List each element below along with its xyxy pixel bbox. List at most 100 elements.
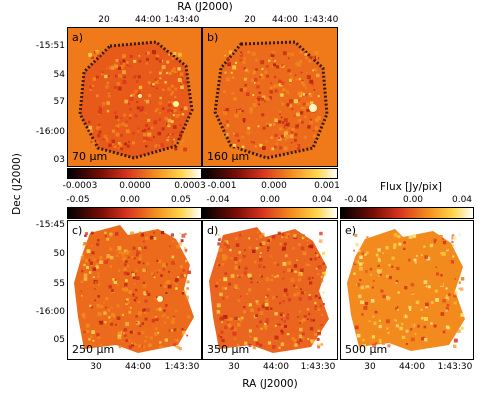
map-texture-pixel <box>179 137 182 140</box>
map-texture-pixel <box>171 320 175 324</box>
map-texture-pixel <box>118 143 123 148</box>
map-texture-pixel <box>186 334 189 337</box>
map-texture-pixel <box>122 258 125 262</box>
map-texture-pixel <box>178 113 181 116</box>
map-texture-pixel <box>97 133 101 138</box>
map-texture-pixel <box>458 233 461 236</box>
map-texture-pixel <box>124 263 127 267</box>
map-texture-pixel <box>320 324 323 326</box>
map-texture-pixel <box>410 252 413 255</box>
map-texture-pixel <box>162 262 166 267</box>
colorbar-c <box>67 207 202 219</box>
map-texture-pixel <box>160 231 165 235</box>
map-texture-pixel <box>366 312 369 316</box>
map-texture-pixel <box>282 270 286 273</box>
map-texture-pixel <box>427 325 431 329</box>
map-texture-pixel <box>279 323 281 326</box>
map-texture-pixel <box>284 138 287 142</box>
map-texture-pixel <box>179 72 184 77</box>
map-texture-pixel <box>425 285 428 288</box>
map-texture-pixel <box>167 133 171 136</box>
map-texture-pixel <box>266 74 269 78</box>
map-texture-pixel <box>278 83 283 87</box>
map-texture-pixel <box>285 235 289 239</box>
map-texture-pixel <box>173 343 177 347</box>
map-texture-pixel <box>169 245 171 248</box>
map-texture-pixel <box>223 110 228 115</box>
map-texture-pixel <box>216 310 221 314</box>
map-texture-pixel <box>320 313 324 316</box>
map-texture-pixel <box>106 81 110 85</box>
map-texture-pixel <box>154 315 158 319</box>
map-texture-pixel <box>421 336 425 341</box>
map-texture-pixel <box>460 313 465 317</box>
map-texture-pixel <box>255 58 258 62</box>
map-texture-pixel <box>275 295 278 298</box>
map-texture-pixel <box>272 345 276 349</box>
map-texture-pixel <box>302 318 306 322</box>
map-texture-pixel <box>221 286 225 290</box>
map-texture-pixel <box>459 287 464 291</box>
map-texture-pixel <box>135 253 140 257</box>
map-texture-pixel <box>278 346 281 349</box>
map-texture-pixel <box>287 261 292 266</box>
map-texture-pixel <box>271 147 275 151</box>
map-texture-pixel <box>223 124 226 126</box>
map-texture-pixel <box>322 291 325 294</box>
map-texture-pixel <box>299 94 302 97</box>
map-texture-pixel <box>255 145 257 148</box>
map-texture-pixel <box>240 51 243 54</box>
map-texture-pixel <box>375 253 379 257</box>
map-texture-pixel <box>177 71 180 74</box>
map-texture-pixel <box>90 305 94 309</box>
map-texture-pixel <box>399 261 403 265</box>
map-texture-pixel <box>141 331 145 335</box>
map-texture-pixel <box>309 327 314 331</box>
map-texture-pixel <box>304 53 307 56</box>
map-texture-pixel <box>158 341 162 344</box>
map-texture-pixel <box>354 266 358 270</box>
map-texture-pixel <box>230 274 235 279</box>
map-texture-pixel <box>82 244 85 247</box>
map-texture-pixel <box>253 260 257 264</box>
map-texture-pixel <box>302 251 307 256</box>
map-texture-pixel <box>294 133 298 137</box>
map-texture-pixel <box>159 96 162 100</box>
map-texture-pixel <box>378 319 381 322</box>
map-texture-pixel <box>420 308 423 311</box>
map-texture-pixel <box>366 287 369 291</box>
map-texture-pixel <box>89 85 93 90</box>
map-texture-pixel <box>106 140 109 143</box>
map-texture-pixel <box>163 284 167 288</box>
map-texture-pixel <box>153 231 155 234</box>
map-texture-pixel <box>125 250 129 255</box>
map-texture-pixel <box>178 347 182 351</box>
map-texture-pixel <box>259 235 263 239</box>
map-texture-pixel <box>123 113 127 117</box>
map-texture-pixel <box>237 265 241 269</box>
map-texture-pixel <box>96 51 100 55</box>
map-texture-pixel <box>174 287 178 290</box>
map-texture-pixel <box>256 325 259 328</box>
map-texture-pixel <box>95 75 99 79</box>
map-texture-pixel <box>102 102 106 106</box>
map-texture-pixel <box>287 298 292 302</box>
map-texture-pixel <box>125 339 129 342</box>
map-texture-pixel <box>296 292 300 296</box>
map-texture-pixel <box>314 305 317 308</box>
map-texture-pixel <box>312 101 315 104</box>
map-texture-pixel <box>129 65 132 68</box>
map-texture-pixel <box>145 123 149 127</box>
map-texture-pixel <box>91 256 94 259</box>
map-texture-pixel <box>162 313 166 317</box>
map-texture-pixel <box>145 52 148 55</box>
map-texture-pixel <box>91 140 95 144</box>
map-texture-pixel <box>393 246 396 249</box>
map-texture-pixel <box>119 337 121 339</box>
map-texture-pixel <box>154 78 157 81</box>
map-texture-pixel <box>231 92 235 95</box>
map-texture-pixel <box>157 131 162 136</box>
map-texture-pixel <box>86 265 89 269</box>
map-texture-pixel <box>280 81 285 86</box>
map-texture-pixel <box>88 125 93 130</box>
